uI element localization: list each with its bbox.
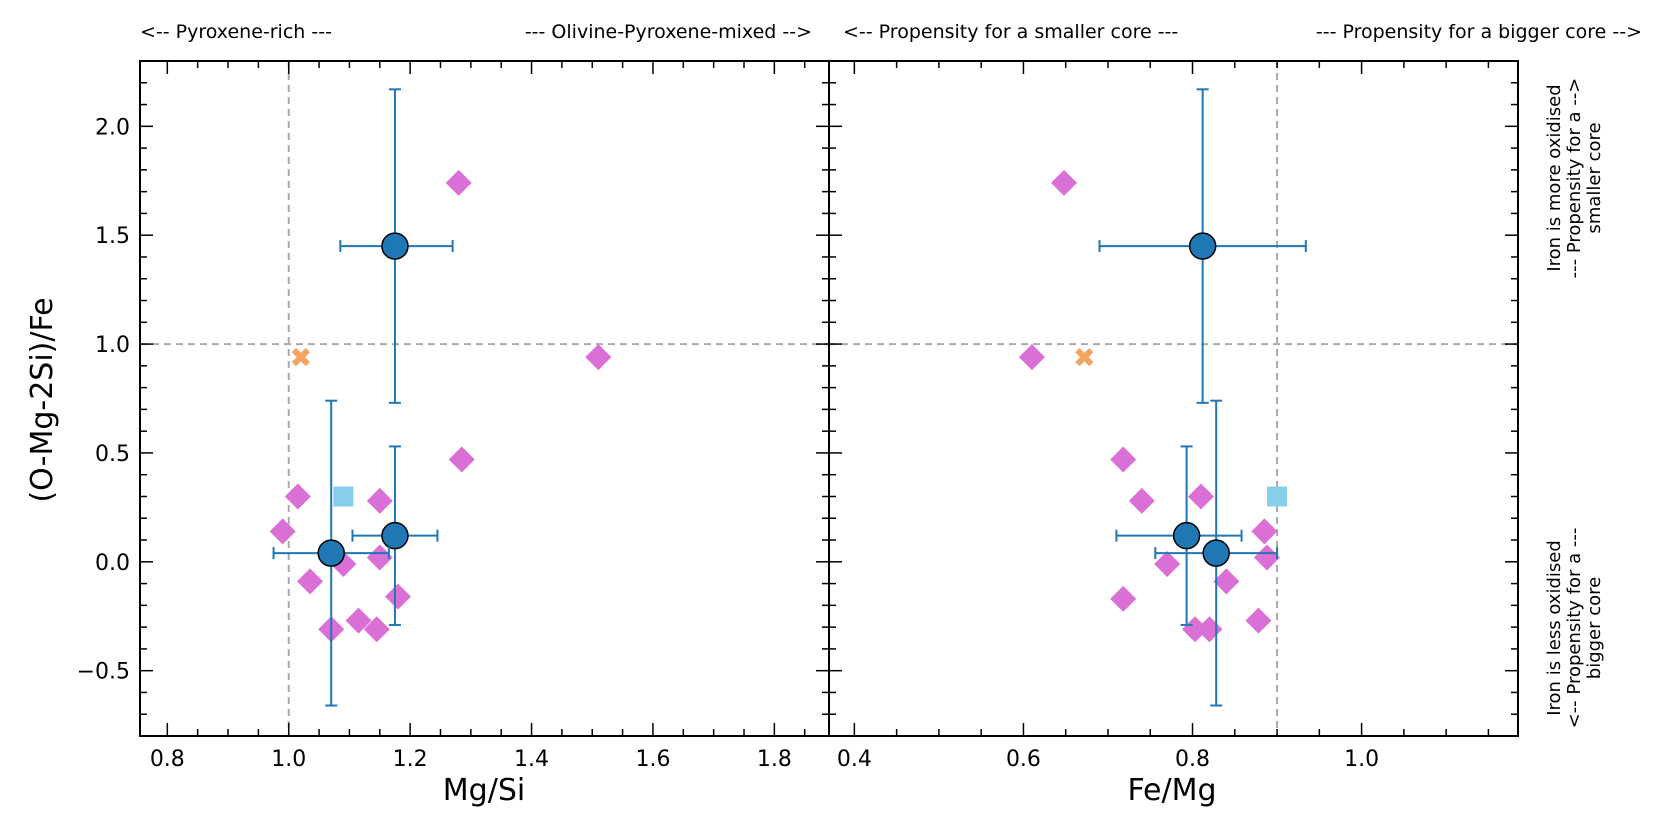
axis-ticks: 0.8 1.0 1.2 1.4 1.6 1.8 −0.5 0.0 0.5 1.0 1.5 2.0 0.4… — [77, 60, 1518, 772]
right-diamond-point — [1128, 487, 1155, 514]
left-diamond-point — [366, 544, 393, 571]
y-tick-label: 0.0 — [95, 551, 130, 576]
y-tick-label: 0.5 — [95, 442, 130, 467]
text-layer: <-- Pyroxene-rich --- --- Olivine-Pyroxe… — [25, 21, 1642, 808]
left-diamond-point — [585, 344, 612, 371]
right-diamond-point — [1253, 544, 1280, 571]
left-diamond-point — [445, 169, 472, 196]
left-x-tick-label: 1.6 — [635, 747, 670, 772]
left-diamond-point — [448, 446, 475, 473]
left-diamond-point — [363, 616, 390, 643]
right-annotation-top: Iron is more oxidised --- Propensity for… — [1544, 78, 1605, 279]
right-axes-frame — [828, 60, 1519, 737]
right-square-point — [1267, 486, 1288, 507]
top-annotation-left-1: <-- Pyroxene-rich --- — [140, 21, 332, 43]
y-tick-label: 1.0 — [95, 333, 130, 358]
left-circle-point — [381, 232, 409, 260]
right-diamond-point — [1018, 344, 1045, 371]
right-diamond-point — [1187, 483, 1214, 510]
left-circle-point — [317, 539, 345, 567]
left-x-tick-label: 1.8 — [757, 747, 792, 772]
left-x-tick-label: 1.0 — [271, 747, 306, 772]
right-diamond-point — [1154, 550, 1181, 577]
x-axis-label-right: Fe/Mg — [1127, 773, 1216, 808]
right-circle-point — [1188, 232, 1217, 260]
left-diamond-point — [269, 518, 296, 545]
right-annotation-bottom-line-1: Iron is less oxidised — [1544, 540, 1565, 716]
left-circle-point — [381, 521, 409, 550]
left-x-tick-label: 1.4 — [514, 747, 549, 772]
left-x-tick-label: 0.8 — [150, 747, 185, 772]
left-diamond-point — [366, 487, 393, 514]
top-annotation-left-2: --- Olivine-Pyroxene-mixed --> — [525, 21, 812, 43]
top-annotation-right-1: <-- Propensity for a smaller core --- — [843, 21, 1178, 43]
left-axes-frame — [139, 60, 830, 737]
left-square-point — [333, 486, 354, 507]
top-annotation-right-2: --- Propensity for a bigger core --> — [1316, 21, 1642, 43]
x-axis-label-left: Mg/Si — [443, 773, 525, 808]
reference-lines — [140, 61, 1518, 736]
right-annotation-bottom-line-3: bigger core — [1584, 577, 1605, 679]
right-annotation-top-line-3: smaller core — [1584, 122, 1605, 233]
right-diamond-point — [1110, 446, 1137, 473]
left-diamond-point — [345, 607, 372, 634]
y-axis-label: (O-Mg-2Si)/Fe — [25, 297, 60, 502]
left-x-tick-label: 1.2 — [393, 747, 428, 772]
data-layer — [269, 88, 1307, 707]
right-diamond-point — [1182, 616, 1209, 643]
left-diamond-point — [384, 583, 411, 610]
left-diamond-point — [284, 483, 311, 510]
right-x-tick-label: 0.8 — [1175, 747, 1210, 772]
y-tick-label: 2.0 — [95, 115, 130, 140]
y-tick-label: 1.5 — [95, 224, 130, 249]
left-cross-point — [291, 348, 310, 367]
right-circle-point — [1202, 539, 1230, 567]
right-diamond-point — [1251, 518, 1278, 545]
right-annotation-top-line-1: Iron is more oxidised — [1544, 84, 1565, 271]
right-cross-point — [1075, 348, 1094, 367]
right-diamond-point — [1213, 568, 1240, 595]
right-circle-point — [1172, 521, 1201, 550]
right-diamond-point — [1245, 607, 1272, 634]
right-diamond-point — [1196, 616, 1223, 643]
y-tick-label: −0.5 — [77, 660, 130, 685]
right-x-tick-label: 0.4 — [837, 747, 872, 772]
axes-frames — [139, 60, 1519, 737]
right-x-tick-label: 1.0 — [1344, 747, 1379, 772]
right-x-tick-label: 0.6 — [1006, 747, 1041, 772]
right-annotation-bottom: Iron is less oxidised <-- Propensity for… — [1544, 528, 1605, 729]
right-annotation-top-line-2: --- Propensity for a --> — [1564, 78, 1585, 279]
left-diamond-point — [296, 568, 323, 595]
right-diamond-point — [1110, 585, 1137, 612]
right-annotation-bottom-line-2: <-- Propensity for a --- — [1564, 528, 1585, 729]
right-diamond-point — [1051, 169, 1078, 196]
